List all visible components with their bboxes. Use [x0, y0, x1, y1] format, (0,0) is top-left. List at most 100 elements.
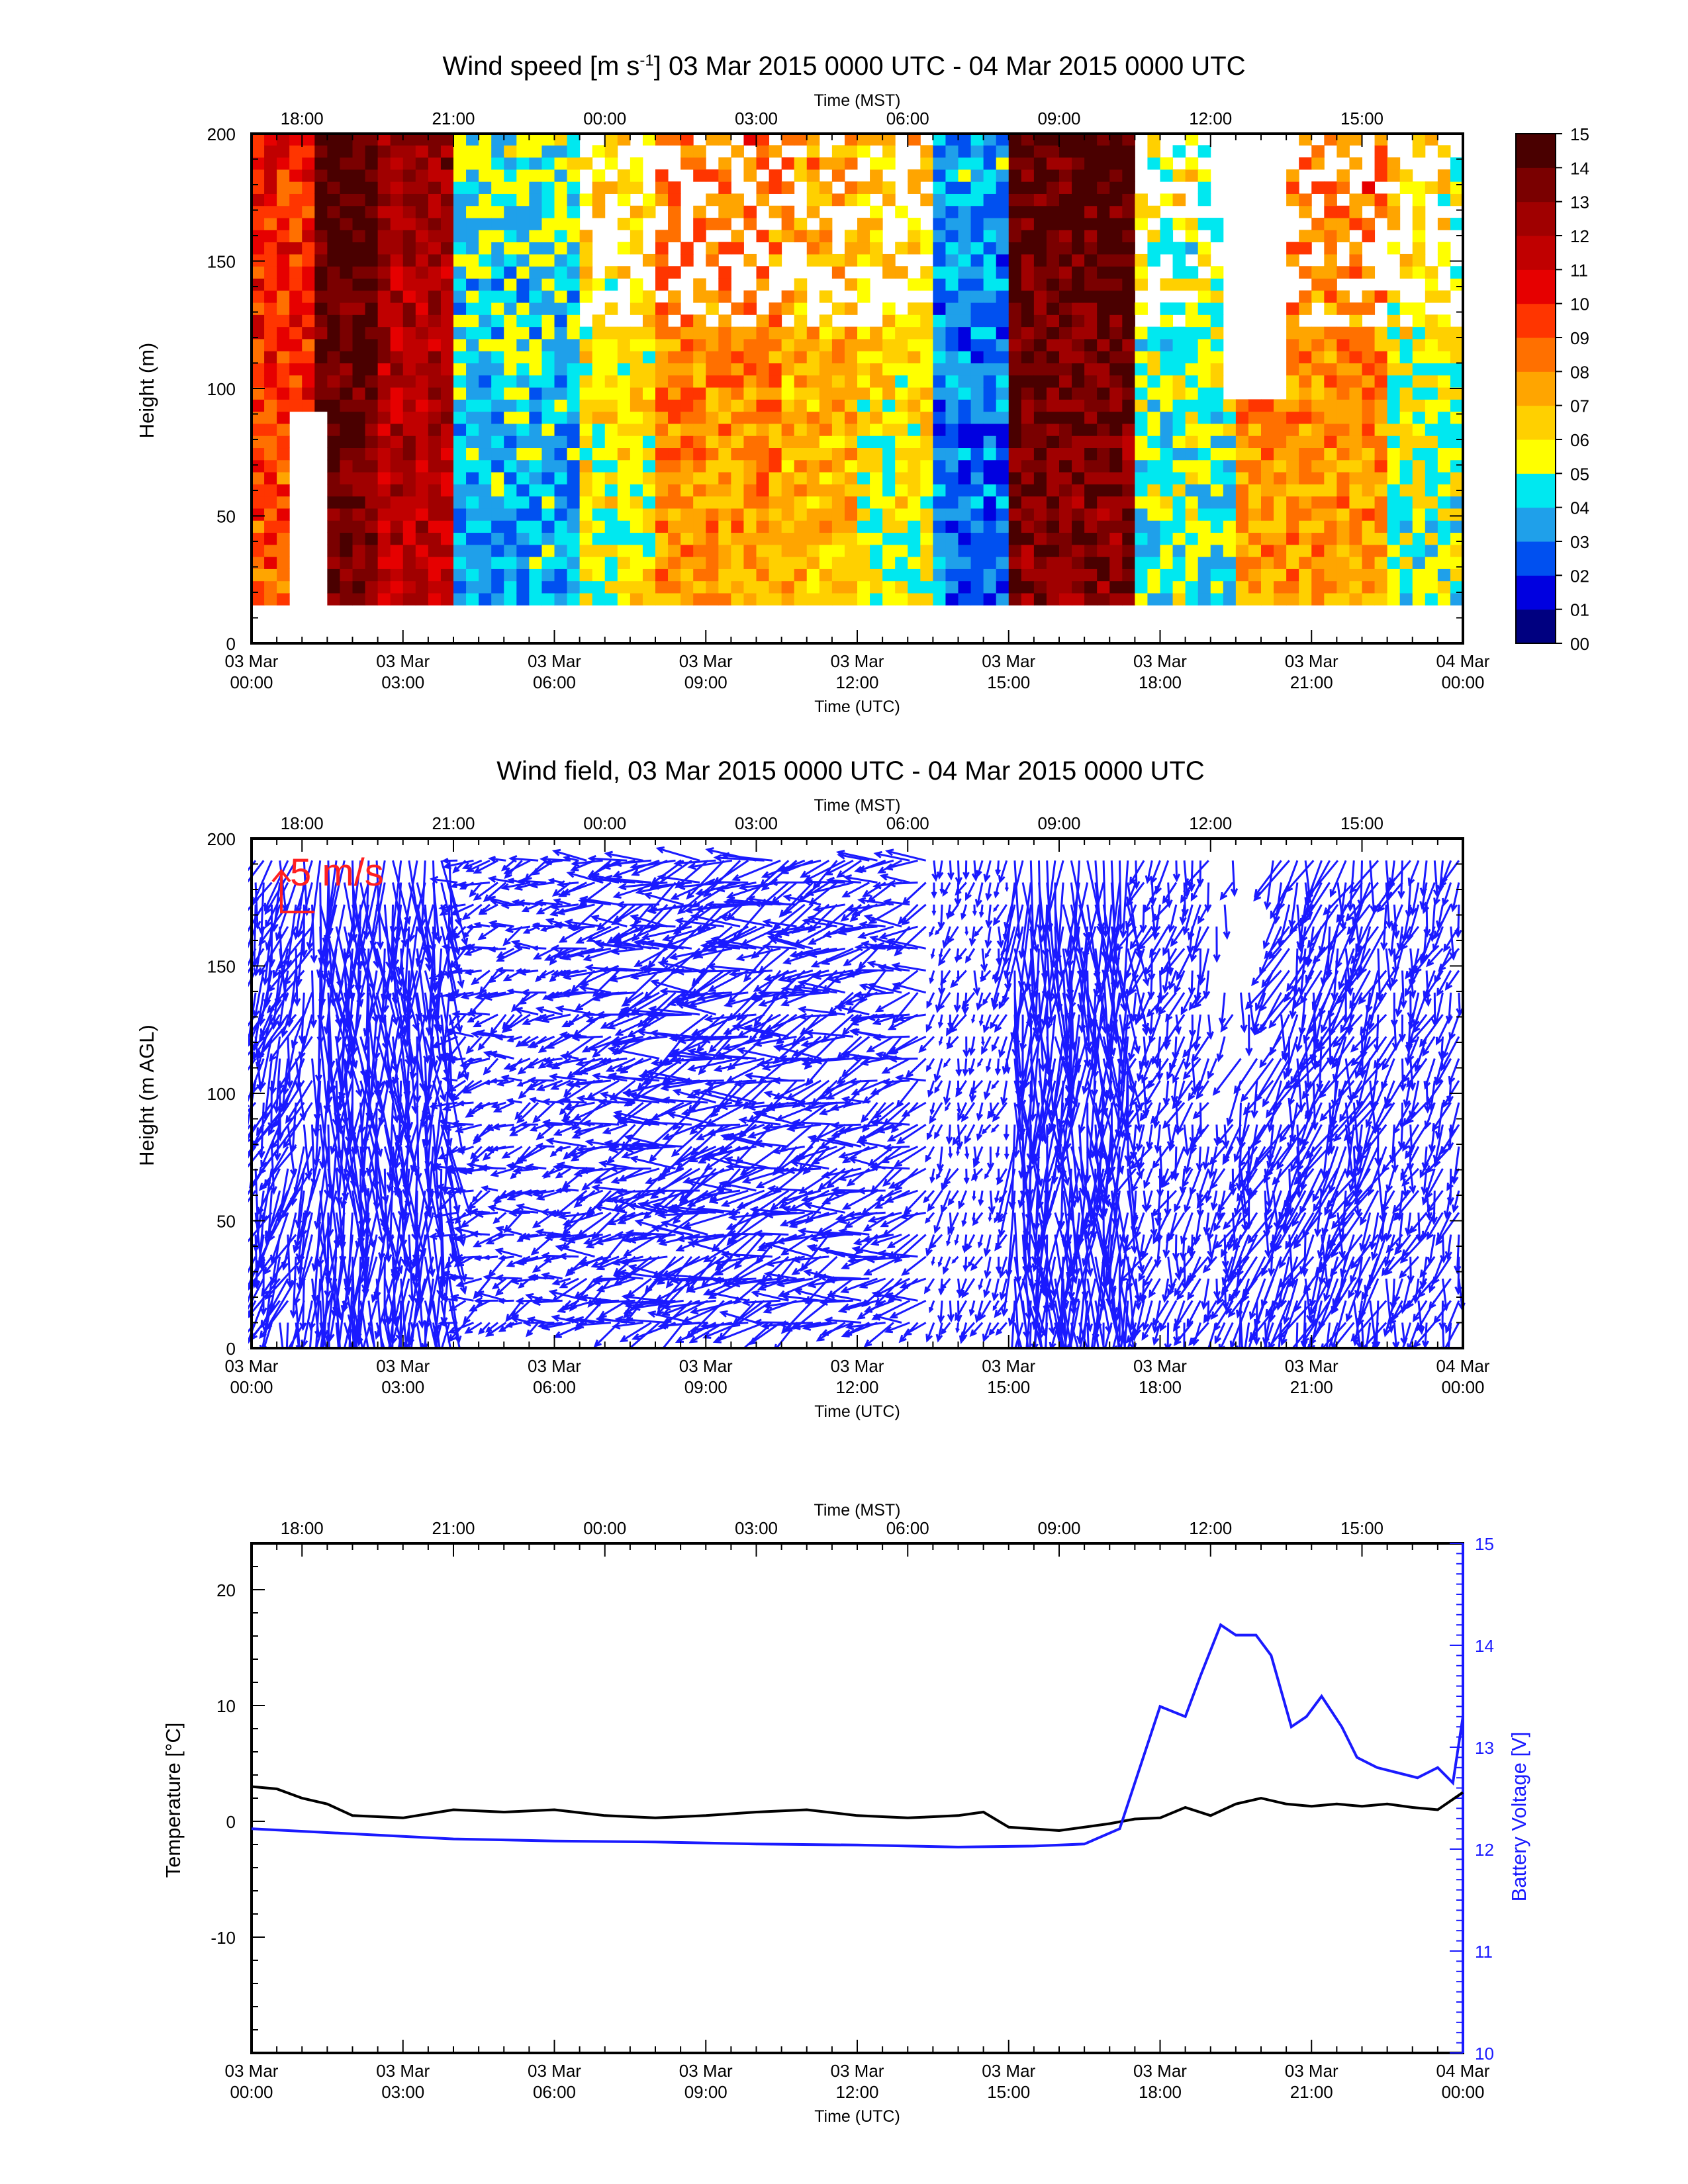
heatmap-cell [1147, 375, 1160, 388]
heatmap-cell [402, 447, 416, 461]
heatmap-cell [642, 193, 656, 206]
wind-vector [494, 1274, 522, 1282]
heatmap-cell [277, 338, 290, 351]
heatmap-cell [428, 134, 442, 146]
heatmap-cell [945, 242, 959, 255]
heatmap-cell [1109, 290, 1123, 303]
heatmap-cell [567, 496, 581, 509]
heatmap-cell [1147, 520, 1160, 533]
heatmap-cell [377, 314, 391, 328]
heatmap-cell [504, 484, 517, 497]
heatmap-cell [908, 375, 921, 388]
heatmap-cell [1450, 472, 1464, 484]
heatmap-cell [1033, 145, 1047, 158]
heatmap-cell [1008, 266, 1022, 279]
heatmap-cell [541, 181, 555, 194]
heatmap-cell [1046, 302, 1060, 315]
heatmap-cell [1248, 411, 1262, 424]
heatmap-cell [1084, 157, 1098, 170]
heatmap-cell [1059, 375, 1072, 388]
heatmap-cell [1450, 326, 1464, 340]
heatmap-cell [882, 557, 896, 569]
heatmap-cell [1197, 363, 1211, 376]
heatmap-cell [1336, 363, 1350, 376]
heatmap-cell [1324, 278, 1337, 291]
bottom-tick-label: 09:00 [684, 672, 727, 692]
heatmap-cell [1374, 447, 1388, 461]
heatmap-cell [1135, 423, 1148, 436]
heatmap-cell [365, 278, 379, 291]
heatmap-cell [554, 181, 568, 194]
heatmap-cell [340, 472, 353, 484]
heatmap-cell [844, 302, 858, 315]
wind-vector [432, 1278, 443, 1341]
heatmap-cell [1336, 326, 1350, 340]
heatmap-cell [1135, 459, 1148, 473]
heatmap-cell [642, 557, 656, 569]
heatmap-cell [718, 387, 731, 400]
heatmap-cell [970, 169, 984, 182]
heatmap-cell [415, 193, 429, 206]
wind-vector [445, 926, 459, 941]
heatmap-cell [882, 435, 896, 449]
wind-vector [442, 1076, 458, 1083]
heatmap-cell [1147, 580, 1160, 594]
heatmap-cell [996, 205, 1009, 218]
heatmap-cell [1286, 181, 1299, 194]
heatmap-cell [781, 302, 795, 315]
heatmap-cell [440, 230, 454, 243]
heatmap-cell [983, 496, 997, 509]
heatmap-cell [1235, 520, 1249, 533]
heatmap-cell [1412, 557, 1426, 569]
wind-vector [410, 1256, 434, 1332]
heatmap-cell [440, 423, 454, 436]
heatmap-cell [327, 496, 340, 509]
heatmap-cell [390, 169, 404, 182]
heatmap-cell [920, 411, 933, 424]
heatmap-cell [1097, 557, 1110, 569]
heatmap-cell [377, 544, 391, 557]
heatmap-cell [567, 508, 581, 521]
heatmap-cell [1248, 569, 1262, 582]
colorbar-swatch [1516, 405, 1556, 440]
heatmap-cell [453, 544, 467, 557]
heatmap-cell [945, 387, 959, 400]
heatmap-cell [504, 266, 517, 279]
heatmap-cell [402, 544, 416, 557]
heatmap-cell [1072, 338, 1085, 351]
wind-vector [361, 1080, 386, 1154]
heatmap-cell [567, 290, 581, 303]
bottom-tick-label: 18:00 [1139, 672, 1182, 692]
heatmap-cell [365, 157, 379, 170]
heatmap-cell [1425, 532, 1438, 545]
wind-vector [541, 1322, 571, 1331]
heatmap-cell [806, 459, 820, 473]
heatmap-cell [870, 205, 883, 218]
heatmap-cell [541, 399, 555, 412]
heatmap-cell [529, 557, 542, 569]
heatmap-cell [731, 520, 744, 533]
heatmap-cell [1172, 399, 1186, 412]
y-tick-label: 100 [207, 379, 236, 399]
heatmap-cell [453, 218, 467, 230]
wind-vector [614, 1188, 660, 1196]
heatmap-cell [1084, 242, 1098, 255]
heatmap-cell [529, 520, 542, 533]
heatmap-cell [908, 592, 921, 606]
heatmap-cell [340, 181, 353, 194]
heatmap-cell [1059, 508, 1072, 521]
heatmap-cell [1185, 314, 1199, 328]
heatmap-cell [1197, 569, 1211, 582]
heatmap-cell [1362, 338, 1376, 351]
wind-vector [340, 1124, 362, 1209]
colorbar-label: 14 [1570, 158, 1589, 178]
heatmap-cell [604, 459, 618, 473]
heatmap-cell [958, 266, 972, 279]
heatmap-cell [706, 580, 719, 594]
wind-vector [506, 1035, 523, 1042]
heatmap-cell [706, 508, 719, 521]
heatmap-cell [1450, 592, 1464, 606]
heatmap-cell [642, 351, 656, 363]
heatmap-cell [479, 520, 492, 533]
heatmap-cell [693, 218, 706, 230]
